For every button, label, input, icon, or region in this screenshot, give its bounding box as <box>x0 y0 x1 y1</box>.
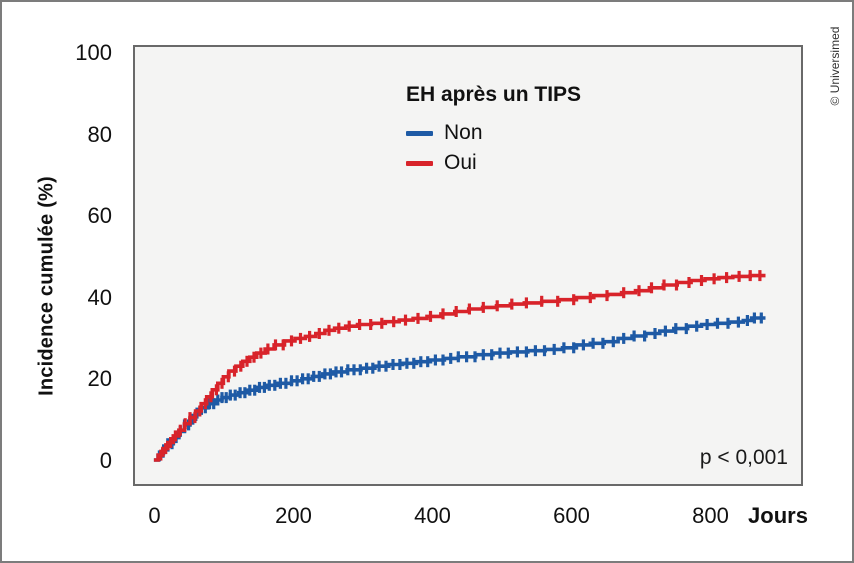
curve-oui <box>153 273 766 462</box>
y-tick-40: 40 <box>87 284 112 310</box>
legend-item-oui: Oui <box>406 148 581 178</box>
x-tick-600: 600 <box>553 503 590 528</box>
incidence-curves <box>153 270 766 462</box>
x-tick-400: 400 <box>414 503 451 528</box>
legend-title: EH après un TIPS <box>406 83 582 106</box>
legend: EH après un TIPS Non Oui <box>406 80 581 178</box>
series-oui <box>153 270 766 462</box>
legend-label: Oui <box>444 151 477 174</box>
y-tick-100: 100 <box>75 39 112 65</box>
y-tick-20: 20 <box>87 366 112 392</box>
x-tick-0: 0 <box>148 503 161 528</box>
x-tick-200: 200 <box>275 503 312 528</box>
legend-label: Non <box>444 121 483 144</box>
p-value-annotation: p < 0,001 <box>699 446 788 469</box>
legend-items: Non Oui <box>406 118 581 178</box>
y-tick-80: 80 <box>87 121 112 147</box>
legend-swatch-non <box>406 130 433 136</box>
plot-area <box>133 45 803 486</box>
x-tick-800: 800 <box>692 503 729 528</box>
x-axis-title: Jours <box>748 503 808 528</box>
y-axis-title: Incidence cumulée (%) <box>35 176 58 396</box>
series-non <box>153 312 766 462</box>
credit-vertical-text: © Universimed <box>828 26 842 106</box>
y-tick-60: 60 <box>87 203 112 229</box>
y-tick-0: 0 <box>99 447 112 473</box>
legend-item-non: Non <box>406 118 581 148</box>
legend-swatch-oui <box>406 160 433 166</box>
